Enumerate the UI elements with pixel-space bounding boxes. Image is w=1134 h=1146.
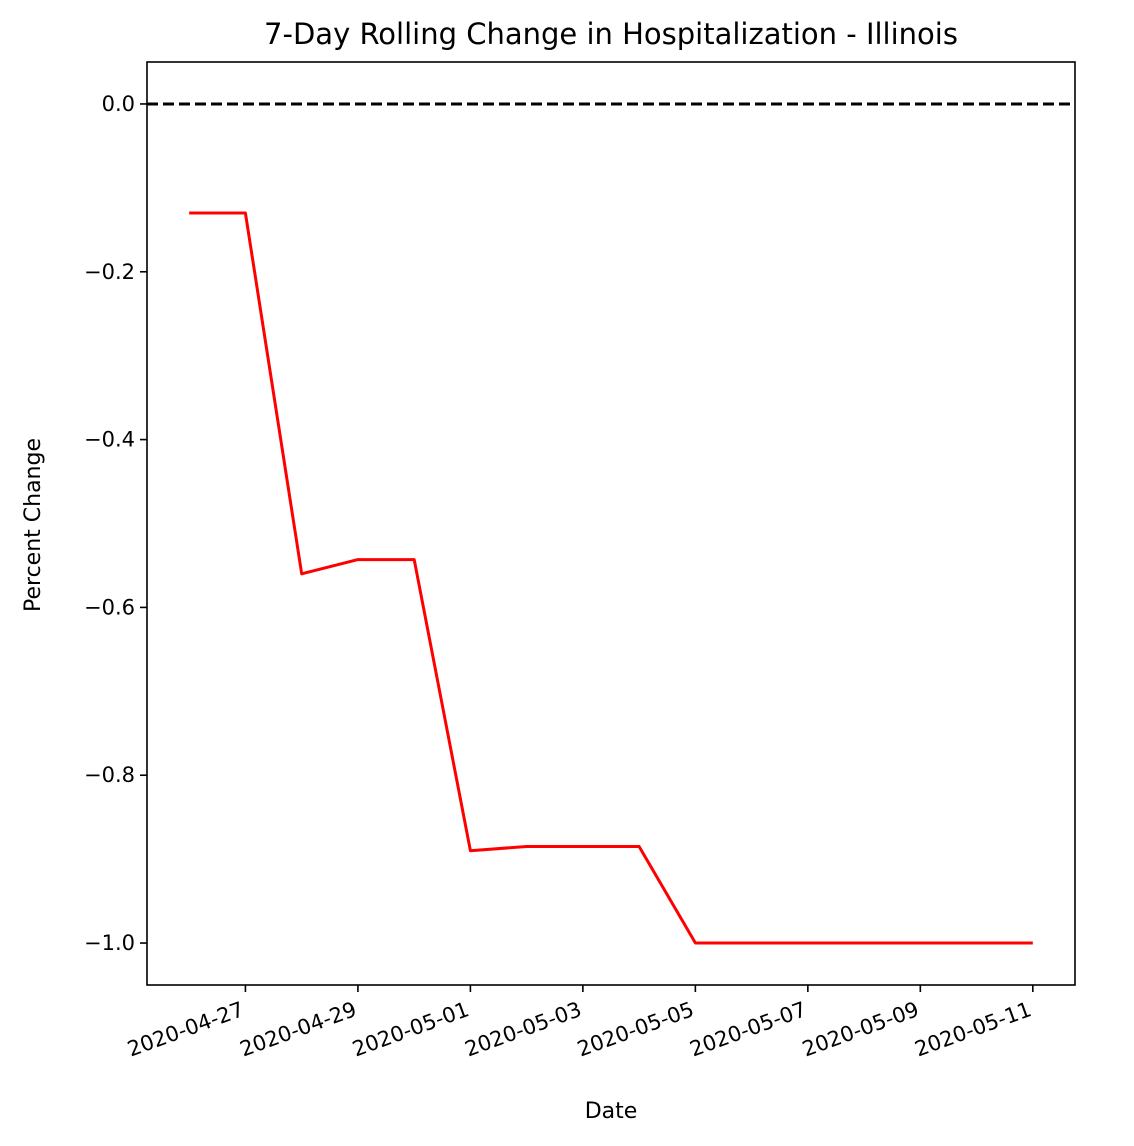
chart-title: 7-Day Rolling Change in Hospitalization … <box>264 17 958 51</box>
x-axis-label: Date <box>585 1099 638 1124</box>
y-tick-label: −0.4 <box>84 428 135 452</box>
y-tick-label: −1.0 <box>84 931 135 955</box>
series-line <box>189 211 1033 945</box>
plot-frame <box>146 61 1076 986</box>
y-tick-label: −0.8 <box>84 763 135 787</box>
y-tick-label: 0.0 <box>102 92 135 116</box>
y-axis-label: Percent Change <box>21 438 46 612</box>
y-tick-label: −0.6 <box>84 595 135 619</box>
y-tick-label: −0.2 <box>84 260 135 284</box>
